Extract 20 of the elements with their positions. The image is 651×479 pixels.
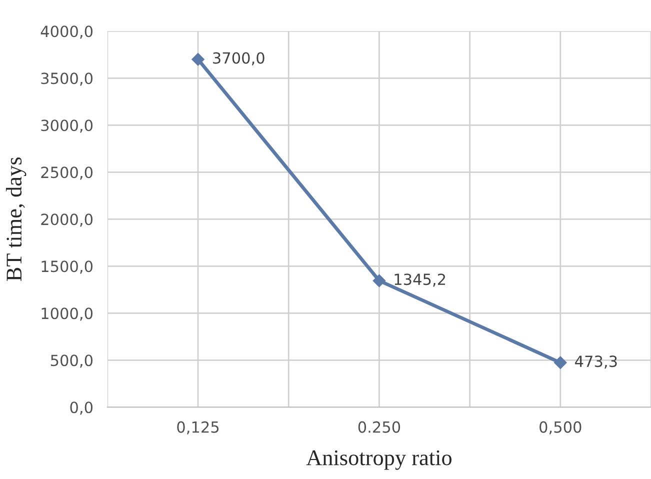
y-tick-label: 3000,0 <box>41 120 93 133</box>
data-label: 1345,2 <box>394 274 446 287</box>
x-tick-label: 0.250 <box>358 421 400 433</box>
point <box>192 52 204 66</box>
data-label: 473,3 <box>575 356 617 369</box>
y-tick-label: 2500,0 <box>41 166 93 180</box>
data-label: 3700,0 <box>213 52 264 66</box>
point <box>372 274 386 288</box>
y-tick-label: 2000,0 <box>41 214 93 227</box>
y-tick-label: 4000,0 <box>40 26 93 39</box>
point <box>554 356 567 370</box>
y-tick-label: 1000,0 <box>42 308 93 321</box>
y-tick-label: 500,0 <box>50 354 93 368</box>
y-tick-label: 3500,0 <box>41 72 93 86</box>
y-tick-label: 1500,0 <box>42 260 93 274</box>
x-tick-label: 0,500 <box>540 421 582 434</box>
x-tick-label: 0,125 <box>177 421 219 434</box>
x-axis-title: Anisotropy ratio <box>306 450 452 470</box>
y-tick-label: 0,0 <box>70 402 93 415</box>
y-axis-title: BT time, days <box>6 157 26 281</box>
